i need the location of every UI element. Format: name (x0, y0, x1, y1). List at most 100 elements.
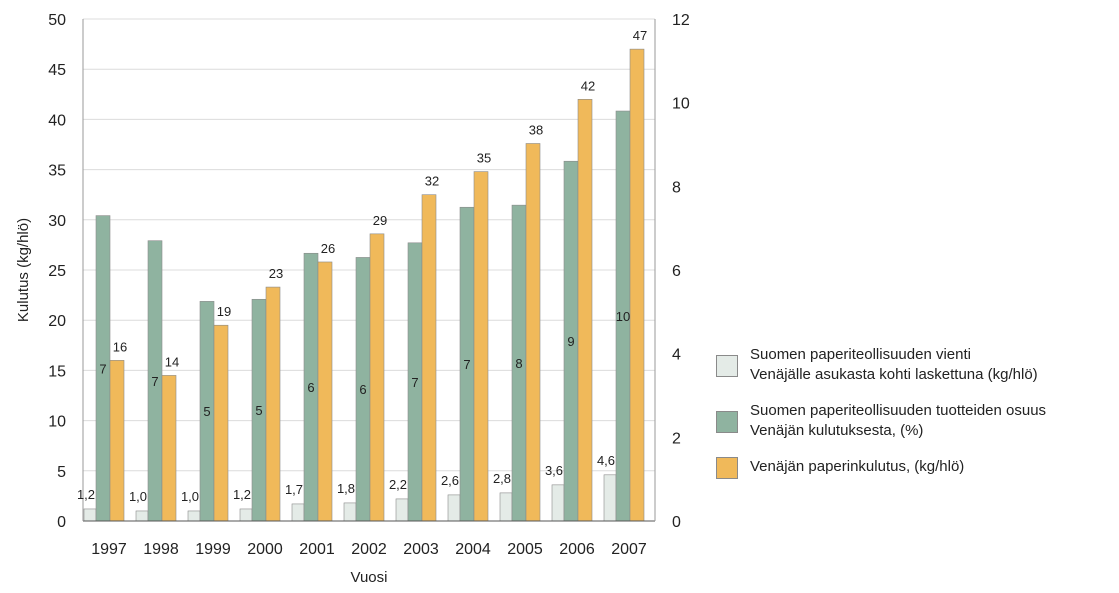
legend-swatch (716, 457, 738, 479)
bar-series-1 (187, 510, 201, 522)
x-tick-label: 1997 (91, 541, 127, 558)
legend-item-3: Venäjän paperinkulutus, (kg/hlö) (716, 457, 1116, 479)
y-tick-label: 25 (48, 263, 66, 280)
data-label-series-3: 35 (477, 151, 491, 166)
data-label-series-1: 1,2 (233, 487, 251, 502)
bar-series-3 (109, 360, 125, 522)
axes (82, 19, 656, 522)
bar-series-1 (239, 508, 253, 522)
legend-item-1: Suomen paperiteollisuuden vienti Venäjäll… (716, 345, 1116, 385)
bar-series-3 (577, 99, 593, 522)
data-label-series-3: 26 (321, 241, 335, 256)
bar-series-1 (291, 503, 305, 522)
bar-series-3 (473, 171, 489, 522)
data-label-series-3: 16 (113, 339, 127, 354)
data-label-series-2: 7 (411, 375, 418, 390)
bar-series-3 (629, 48, 645, 522)
x-tick-label: 2006 (559, 541, 595, 558)
y-tick-label: 45 (48, 62, 66, 79)
y-tick-label: 10 (48, 414, 66, 431)
x-tick-label: 2004 (455, 541, 491, 558)
bar-series-1 (551, 484, 565, 522)
y-tick-label: 0 (57, 514, 66, 531)
data-label-series-2: 7 (151, 374, 158, 389)
data-label-series-1: 4,6 (597, 453, 615, 468)
data-label-series-3: 42 (581, 78, 595, 93)
x-tick-label: 2007 (611, 541, 647, 558)
data-labels: 1,2 7 16 1,0 7 14 1,0 5 19 1,2 5 23 1,7 6 26 1,8 6 29 2,2 7… (77, 28, 647, 504)
bar-series-1 (447, 494, 461, 522)
bar-series-1 (83, 508, 97, 522)
data-label-series-2: 5 (203, 404, 210, 419)
y2-tick-labels: 0 2 4 6 8 10 12 (672, 12, 690, 531)
x-tick-labels: 1997 1998 1999 2000 2001 2002 2003 2004 2005 2006… (91, 541, 647, 558)
data-label-series-2: 10 (616, 309, 630, 324)
data-label-series-2: 8 (515, 356, 522, 371)
data-label-series-2: 7 (463, 357, 470, 372)
bar-series-3 (525, 143, 541, 522)
data-label-series-3: 38 (529, 122, 543, 137)
y2-tick-label: 10 (672, 96, 690, 113)
legend-label: Suomen paperiteollisuuden vienti (750, 346, 971, 363)
data-label-series-1: 1,0 (181, 489, 199, 504)
data-label-series-1: 1,0 (129, 489, 147, 504)
data-label-series-1: 3,6 (545, 463, 563, 478)
y2-tick-label: 12 (672, 12, 690, 29)
data-label-series-1: 2,8 (493, 471, 511, 486)
legend-item-2: Suomen paperiteollisuuden tuotteiden osu… (716, 401, 1116, 441)
data-label-series-1: 2,2 (389, 477, 407, 492)
legend-label: Venäjälle asukasta kohti laskettuna (kg/… (750, 366, 1038, 383)
data-label-series-1: 2,6 (441, 473, 459, 488)
x-tick-label: 2002 (351, 541, 387, 558)
y-tick-label: 40 (48, 112, 66, 129)
y-tick-labels: 0 5 10 15 20 25 30 35 40 45 50 (48, 12, 66, 531)
data-label-series-3: 23 (269, 266, 283, 281)
y-tick-label: 30 (48, 213, 66, 230)
bar-series-3 (213, 324, 229, 522)
bar-series-3 (369, 233, 385, 522)
data-label-series-2: 6 (307, 380, 314, 395)
y2-tick-label: 4 (672, 347, 681, 364)
y2-tick-label: 6 (672, 263, 681, 280)
bar-series-1 (395, 498, 409, 522)
x-tick-label: 2000 (247, 541, 283, 558)
x-axis-title: Vuosi (351, 569, 388, 586)
legend-label: Venäjän paperinkulutus, (kg/hlö) (750, 458, 965, 475)
data-label-series-3: 47 (633, 28, 647, 43)
data-label-series-3: 32 (425, 174, 439, 189)
x-tick-label: 1999 (195, 541, 231, 558)
y-tick-label: 35 (48, 163, 66, 180)
x-tick-label: 1998 (143, 541, 179, 558)
bar-series-3 (161, 375, 177, 522)
bar-series-1 (343, 502, 357, 522)
y-tick-label: 5 (57, 464, 66, 481)
data-label-series-2: 7 (99, 361, 106, 376)
data-label-series-3: 14 (165, 354, 179, 369)
y2-tick-label: 8 (672, 179, 681, 196)
bar-series-3 (421, 194, 437, 522)
x-tick-label: 2003 (403, 541, 439, 558)
y2-tick-label: 2 (672, 430, 681, 447)
y-tick-label: 20 (48, 313, 66, 330)
y-tick-label: 15 (48, 363, 66, 380)
legend-swatch (716, 355, 738, 377)
x-tick-label: 2005 (507, 541, 543, 558)
bar-series-1 (135, 510, 149, 522)
y2-tick-label: 0 (672, 514, 681, 531)
legend: Suomen paperiteollisuuden vienti Venäjäll… (716, 345, 1116, 493)
y-tick-label: 50 (48, 12, 66, 29)
data-label-series-1: 1,8 (337, 481, 355, 496)
bars (83, 48, 645, 522)
data-label-series-3: 19 (217, 304, 231, 319)
legend-label: Suomen paperiteollisuuden tuotteiden osu… (750, 402, 1047, 419)
data-label-series-3: 29 (373, 213, 387, 228)
y-axis-title: Kulutus (kg/hlö) (15, 218, 32, 322)
x-tick-label: 2001 (299, 541, 335, 558)
data-label-series-1: 1,7 (285, 482, 303, 497)
bar-series-1 (603, 474, 617, 522)
bar-series-3 (265, 286, 281, 522)
data-label-series-2: 6 (359, 382, 366, 397)
legend-label: Venäjän kulutuksesta, (%) (750, 422, 924, 439)
